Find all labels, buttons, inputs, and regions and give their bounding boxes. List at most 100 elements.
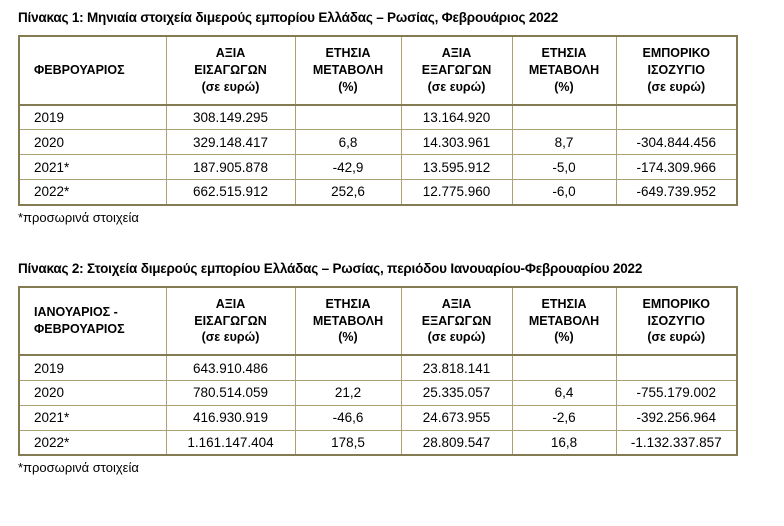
header-line: ΕΜΠΟΡΙΚΟ [642, 46, 711, 60]
column-header-period: ΙΑΝΟΥΑΡΙΟΣ - ΦΕΒΡΟΥΑΡΙΟΣ [18, 286, 167, 357]
header-unit: (σε ευρώ) [427, 330, 486, 345]
table-row: 2020 329.148.417 6,8 14.303.961 8,7 -304… [18, 129, 738, 156]
imports-cell: 662.515.912 [165, 179, 296, 206]
table-row: 2022* 1.161.147.404 178,5 28.809.547 16,… [18, 429, 738, 456]
year-cell: 2019 [18, 104, 167, 131]
provisional-data-footnote: *προσωρινά στοιχεία [18, 209, 139, 225]
table-row: 2020 780.514.059 21,2 25.335.057 6,4 -75… [18, 379, 738, 406]
balance-cell: -392.256.964 [615, 404, 738, 431]
exports-change-cell: 16,8 [511, 429, 617, 456]
balance-cell: -174.309.966 [615, 154, 738, 181]
header-line: ΑΞΙΑ [441, 46, 472, 60]
year-cell: 2019 [18, 354, 167, 381]
exports-change-cell: 6,4 [511, 379, 617, 406]
column-header-exports-change: ΕΤΗΣΙΑ ΜΕΤΑΒΟΛΗ (%) [511, 35, 617, 106]
header-line: ΑΞΙΑ [215, 296, 246, 311]
header-line: ΙΣΟΖΥΓΙΟ [647, 313, 705, 328]
header-line: ΜΕΤΑΒΟΛΗ [312, 313, 384, 328]
exports-change-cell: -2,6 [511, 404, 617, 431]
imports-cell: 643.910.486 [165, 354, 296, 381]
imports-cell: 1.161.147.404 [165, 429, 296, 456]
header-line: ΕΤΗΣΙΑ [541, 46, 587, 60]
column-header-trade-balance: ΕΜΠΟΡΙΚΟ ΙΣΟΖΥΓΙΟ (σε ευρώ) [615, 35, 738, 106]
header-line: ΙΣΟΖΥΓΙΟ [647, 62, 705, 77]
imports-cell: 780.514.059 [165, 379, 296, 406]
exports-change-cell: -5,0 [511, 154, 617, 181]
exports-cell: 13.595.912 [400, 154, 513, 181]
imports-change-cell: -42,9 [294, 154, 402, 181]
imports-change-cell: 6,8 [294, 129, 402, 156]
header-unit: (σε ευρώ) [647, 330, 706, 345]
table-row: 2019 308.149.295 13.164.920 [18, 104, 738, 131]
exports-change-cell [511, 104, 617, 131]
column-header-imports-change: ΕΤΗΣΙΑ ΜΕΤΑΒΟΛΗ (%) [294, 286, 402, 357]
exports-cell: 25.335.057 [400, 379, 513, 406]
column-header-imports-change: ΕΤΗΣΙΑ ΜΕΤΑΒΟΛΗ (%) [294, 35, 402, 106]
column-header-trade-balance: ΕΜΠΟΡΙΚΟ ΙΣΟΖΥΓΙΟ (σε ευρώ) [615, 286, 738, 357]
imports-change-cell: 252,6 [294, 179, 402, 206]
header-line: ΑΞΙΑ [441, 296, 472, 311]
year-cell: 2022* [18, 429, 167, 456]
header-line: ΜΕΤΑΒΟΛΗ [528, 313, 600, 328]
imports-cell: 329.148.417 [165, 129, 296, 156]
header-row: ΙΑΝΟΥΑΡΙΟΣ - ΦΕΒΡΟΥΑΡΙΟΣ ΑΞΙΑ ΕΙΣΑΓΩΓΩΝ … [18, 286, 738, 357]
exports-cell: 12.775.960 [400, 179, 513, 206]
column-header-imports: ΑΞΙΑ ΕΙΣΑΓΩΓΩΝ (σε ευρώ) [165, 35, 296, 106]
header-line: ΕΞΑΓΩΓΩΝ [421, 62, 492, 77]
exports-cell: 23.818.141 [400, 354, 513, 381]
header-line: ΙΑΝΟΥΑΡΙΟΣ - [34, 305, 118, 320]
header-unit: (σε ευρώ) [647, 79, 706, 94]
exports-change-cell [511, 354, 617, 381]
exports-cell: 24.673.955 [400, 404, 513, 431]
header-line: ΕΤΗΣΙΑ [325, 46, 371, 60]
header-unit: (%) [338, 79, 358, 94]
year-cell: 2021* [18, 404, 167, 431]
balance-cell: -304.844.456 [615, 129, 738, 156]
exports-cell: 28.809.547 [400, 429, 513, 456]
header-unit: (σε ευρώ) [427, 79, 486, 94]
column-header-exports: ΑΞΙΑ ΕΞΑΓΩΓΩΝ (σε ευρώ) [400, 35, 513, 106]
header-line: ΕΙΣΑΓΩΓΩΝ [194, 62, 267, 77]
trade-table-monthly: ΦΕΒΡΟΥΑΡΙΟΣ ΑΞΙΑ ΕΙΣΑΓΩΓΩΝ (σε ευρώ) ΕΤΗ… [18, 35, 738, 206]
balance-cell [615, 104, 738, 131]
table-2-title: Πίνακας 2: Στοιχεία διμερούς εμπορίου Ελ… [18, 260, 643, 276]
imports-change-cell [294, 354, 402, 381]
header-row: ΦΕΒΡΟΥΑΡΙΟΣ ΑΞΙΑ ΕΙΣΑΓΩΓΩΝ (σε ευρώ) ΕΤΗ… [18, 35, 738, 106]
exports-change-cell: 8,7 [511, 129, 617, 156]
table-row: 2022* 662.515.912 252,6 12.775.960 -6,0 … [18, 179, 738, 206]
table-row: 2021* 416.930.919 -46,6 24.673.955 -2,6 … [18, 404, 738, 431]
imports-change-cell: 178,5 [294, 429, 402, 456]
year-cell: 2020 [18, 129, 167, 156]
section-monthly-trade: Πίνακας 1: Μηνιαία στοιχεία διμερούς εμπ… [18, 10, 766, 225]
column-header-exports-change: ΕΤΗΣΙΑ ΜΕΤΑΒΟΛΗ (%) [511, 286, 617, 357]
trade-table-period: ΙΑΝΟΥΑΡΙΟΣ - ΦΕΒΡΟΥΑΡΙΟΣ ΑΞΙΑ ΕΙΣΑΓΩΓΩΝ … [18, 285, 738, 457]
imports-change-cell [294, 104, 402, 131]
header-unit: (%) [554, 330, 574, 345]
header-line: ΕΜΠΟΡΙΚΟ [642, 296, 711, 311]
header-line: ΕΤΗΣΙΑ [541, 296, 587, 311]
header-line: ΕΤΗΣΙΑ [325, 296, 371, 311]
exports-cell: 14.303.961 [400, 129, 513, 156]
imports-cell: 187.905.878 [165, 154, 296, 181]
header-line: ΜΕΤΑΒΟΛΗ [528, 62, 600, 77]
imports-cell: 416.930.919 [165, 404, 296, 431]
header-unit: (σε ευρώ) [201, 79, 260, 94]
header-line: ΕΙΣΑΓΩΓΩΝ [194, 313, 267, 328]
imports-change-cell: -46,6 [294, 404, 402, 431]
balance-cell: -755.179.002 [615, 379, 738, 406]
column-header-period: ΦΕΒΡΟΥΑΡΙΟΣ [18, 35, 167, 106]
header-line: ΦΕΒΡΟΥΑΡΙΟΣ [34, 321, 125, 336]
column-header-imports: ΑΞΙΑ ΕΙΣΑΓΩΓΩΝ (σε ευρώ) [165, 286, 296, 357]
header-unit: (σε ευρώ) [201, 330, 260, 345]
year-cell: 2021* [18, 154, 167, 181]
exports-change-cell: -6,0 [511, 179, 617, 206]
year-cell: 2022* [18, 179, 167, 206]
header-unit: (%) [554, 79, 574, 94]
column-header-exports: ΑΞΙΑ ΕΞΑΓΩΓΩΝ (σε ευρώ) [400, 286, 513, 357]
header-line: ΜΕΤΑΒΟΛΗ [312, 62, 384, 77]
table-1-title: Πίνακας 1: Μηνιαία στοιχεία διμερούς εμπ… [18, 10, 559, 25]
exports-cell: 13.164.920 [400, 104, 513, 131]
header-line: ΑΞΙΑ [215, 46, 246, 60]
header-line: ΦΕΒΡΟΥΑΡΙΟΣ [34, 62, 125, 77]
